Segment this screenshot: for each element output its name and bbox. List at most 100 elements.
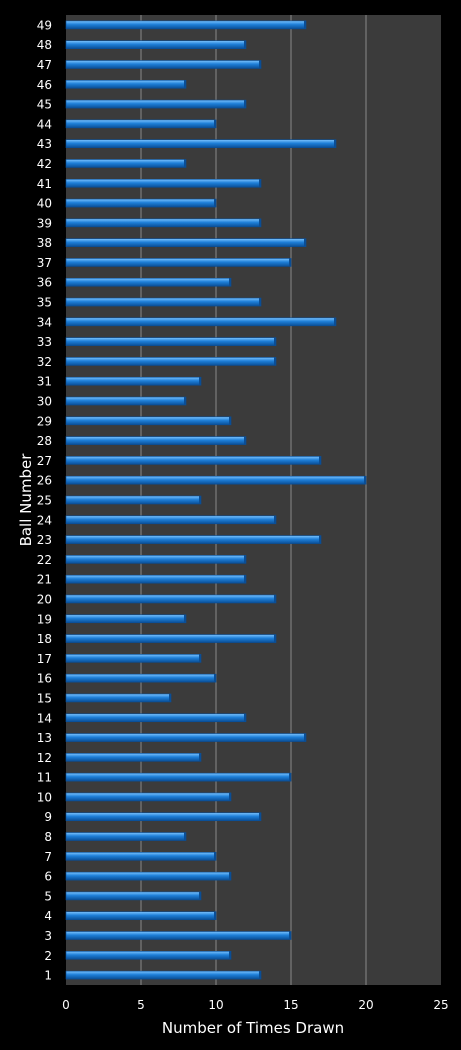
bar-body	[65, 753, 202, 762]
bar-end-cap	[274, 515, 276, 524]
bar-body	[65, 79, 187, 89]
bar-body	[65, 357, 277, 366]
bar-end-cap	[319, 535, 321, 544]
bar-end-cap	[244, 575, 246, 584]
bar	[65, 238, 307, 247]
bar	[65, 198, 217, 208]
bar	[65, 911, 217, 921]
bar-body	[65, 772, 292, 782]
bar	[65, 812, 262, 822]
y-tick-label: 2	[44, 949, 52, 963]
y-tick-label: 28	[37, 434, 52, 448]
bar	[65, 515, 277, 525]
bar-end-cap	[199, 496, 201, 504]
bar	[65, 436, 247, 445]
y-tick-label: 14	[37, 711, 52, 725]
bar	[65, 139, 337, 148]
bar	[65, 60, 262, 69]
x-tick-label: 5	[137, 998, 145, 1012]
bar	[65, 753, 202, 762]
bar-end-cap	[304, 733, 306, 742]
bar-body	[65, 535, 322, 544]
bars	[65, 20, 367, 980]
bar	[65, 970, 262, 980]
y-tick-label: 45	[37, 98, 52, 112]
bar-end-cap	[214, 911, 216, 920]
y-tick-label: 3	[44, 929, 52, 943]
bar-body	[65, 297, 262, 307]
y-tick-label: 35	[37, 296, 52, 310]
y-tick-label: 15	[37, 691, 52, 705]
bar-body	[65, 258, 292, 267]
bar	[65, 159, 187, 168]
y-tick-label: 26	[37, 474, 52, 488]
bar-body	[65, 495, 202, 505]
bar-end-cap	[259, 218, 261, 227]
bar-end-cap	[229, 416, 231, 425]
bar-body	[65, 317, 337, 327]
y-tick-label: 24	[37, 513, 52, 527]
bar-body	[65, 277, 232, 287]
bar	[65, 693, 172, 703]
bar-end-cap	[199, 654, 201, 663]
bar-end-cap	[244, 436, 246, 445]
y-tick-label: 13	[37, 731, 52, 745]
y-tick-label: 37	[37, 256, 52, 270]
bar	[65, 951, 232, 960]
bar-end-cap	[199, 753, 201, 762]
bar-body	[65, 475, 367, 485]
bar	[65, 634, 277, 643]
bar-end-cap	[259, 298, 261, 307]
bar-body	[65, 654, 202, 663]
bar-end-cap	[229, 951, 231, 960]
bar	[65, 337, 277, 346]
bar-body	[65, 178, 262, 188]
bar-end-cap	[259, 812, 261, 821]
bar-body	[65, 733, 307, 742]
bar	[65, 20, 307, 30]
bar-body	[65, 396, 187, 406]
bar-end-cap	[214, 852, 216, 861]
y-tick-label: 20	[37, 592, 52, 606]
bar-end-cap	[289, 258, 291, 267]
y-tick-label: 8	[44, 830, 52, 844]
y-tick-label: 41	[37, 177, 52, 191]
y-tick-label: 34	[37, 315, 52, 329]
bar-body	[65, 792, 232, 802]
bar	[65, 574, 247, 584]
gridlines	[140, 15, 367, 985]
bar-end-cap	[304, 238, 306, 247]
bar	[65, 852, 217, 861]
bar-end-cap	[274, 357, 276, 366]
bar-body	[65, 456, 322, 465]
bar	[65, 456, 322, 465]
bar-body	[65, 515, 277, 525]
y-tick-label: 7	[44, 850, 52, 864]
bar-body	[65, 713, 247, 723]
y-tick-label: 11	[37, 771, 52, 785]
bar-body	[65, 218, 262, 228]
y-tick-label: 29	[37, 414, 52, 428]
bar-end-cap	[214, 199, 216, 208]
bar-end-cap	[184, 832, 186, 841]
bar	[65, 475, 367, 485]
bar-body	[65, 951, 232, 960]
y-tick-label: 44	[37, 117, 52, 131]
y-tick-label: 48	[37, 38, 52, 52]
y-tick-label: 39	[37, 216, 52, 230]
bar-end-cap	[334, 317, 336, 326]
bar	[65, 99, 247, 109]
bar	[65, 396, 187, 406]
y-tick-label: 21	[37, 573, 52, 587]
y-tick-label: 40	[37, 197, 52, 211]
bar-end-cap	[259, 60, 261, 69]
bar	[65, 416, 232, 426]
y-tick-label: 49	[37, 18, 52, 32]
bar-end-cap	[244, 555, 246, 564]
bar-body	[65, 198, 217, 208]
bar-body	[65, 60, 262, 69]
bar-end-cap	[229, 792, 231, 801]
bar-body	[65, 40, 247, 49]
bar	[65, 297, 262, 307]
